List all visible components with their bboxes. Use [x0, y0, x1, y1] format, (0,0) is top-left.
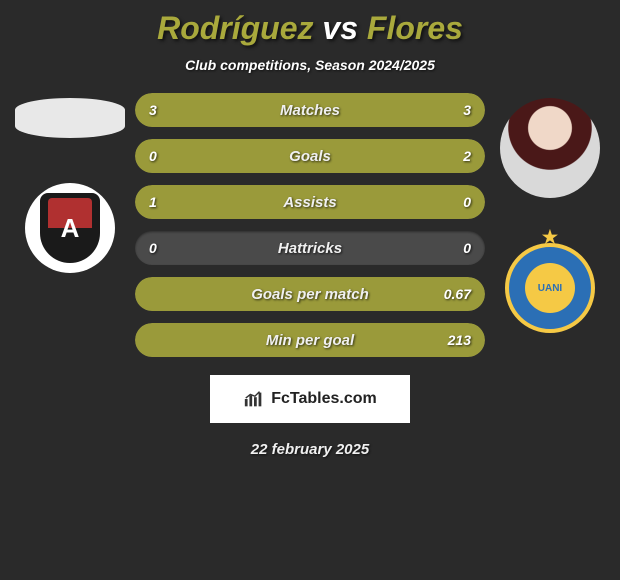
stat-value-right: 0	[463, 240, 471, 256]
comparison-card: Rodríguez vs Flores Club competitions, S…	[0, 0, 620, 580]
player2-avatar	[500, 98, 600, 198]
stat-bar: 0Goals2	[135, 139, 485, 173]
stat-value-right: 213	[448, 332, 471, 348]
stat-bar: 0Hattricks0	[135, 231, 485, 265]
fctables-logo-icon	[243, 388, 265, 410]
stat-value-right: 0.67	[444, 286, 471, 302]
stat-bar: Min per goal213	[135, 323, 485, 357]
stat-label: Hattricks	[135, 240, 485, 257]
main-area: A 3Matches30Goals21Assists00Hattricks0Go…	[0, 93, 620, 357]
player1-name: Rodríguez	[157, 10, 313, 46]
atlas-shield-icon: A	[40, 193, 100, 263]
stat-label: Goals	[135, 148, 485, 165]
stat-bar: 3Matches3	[135, 93, 485, 127]
left-column: A	[15, 93, 125, 273]
right-column: UANI	[495, 93, 605, 333]
page-title: Rodríguez vs Flores	[157, 10, 463, 47]
date-text: 22 february 2025	[251, 441, 369, 458]
branding-box: FcTables.com	[210, 375, 410, 423]
stat-value-right: 3	[463, 102, 471, 118]
stat-bar: Goals per match0.67	[135, 277, 485, 311]
atlas-letter: A	[61, 213, 80, 244]
stat-bar: 1Assists0	[135, 185, 485, 219]
stat-value-right: 2	[463, 148, 471, 164]
vs-text: vs	[322, 10, 358, 46]
player2-name: Flores	[367, 10, 463, 46]
stat-label: Assists	[135, 194, 485, 211]
player1-club-logo: A	[25, 183, 115, 273]
stat-label: Min per goal	[135, 332, 485, 349]
subtitle: Club competitions, Season 2024/2025	[185, 57, 435, 73]
player1-avatar	[15, 98, 125, 138]
stat-value-right: 0	[463, 194, 471, 210]
stats-column: 3Matches30Goals21Assists00Hattricks0Goal…	[135, 93, 485, 357]
branding-text: FcTables.com	[271, 390, 377, 408]
stat-label: Matches	[135, 102, 485, 119]
tigres-face-icon: UANI	[525, 263, 575, 313]
player2-club-logo: UANI	[505, 243, 595, 333]
stat-label: Goals per match	[135, 286, 485, 303]
